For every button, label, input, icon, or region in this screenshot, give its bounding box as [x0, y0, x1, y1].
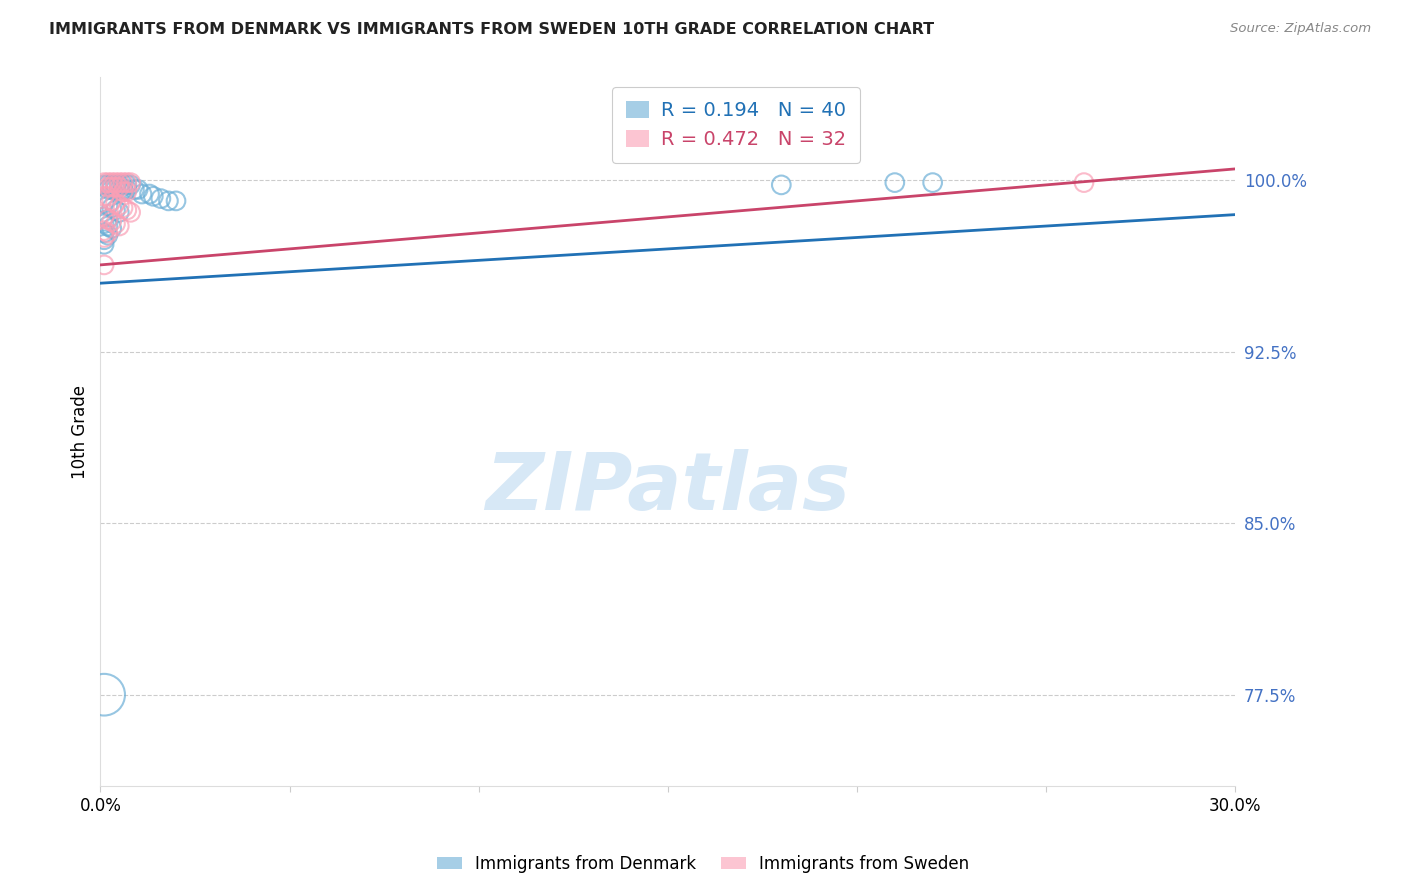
Point	[93, 210, 115, 224]
Y-axis label: 10th Grade: 10th Grade	[72, 384, 89, 479]
Point	[97, 226, 120, 240]
Point	[97, 180, 120, 194]
Point	[97, 198, 120, 212]
Point	[149, 192, 172, 206]
Point	[112, 178, 135, 192]
Point	[1073, 176, 1095, 190]
Point	[112, 185, 135, 199]
Point	[165, 194, 187, 208]
Point	[93, 217, 115, 231]
Point	[138, 187, 160, 202]
Point	[100, 178, 122, 192]
Point	[104, 178, 127, 192]
Point	[93, 178, 115, 192]
Legend: Immigrants from Denmark, Immigrants from Sweden: Immigrants from Denmark, Immigrants from…	[430, 848, 976, 880]
Point	[108, 219, 131, 233]
Point	[921, 176, 943, 190]
Point	[112, 176, 135, 190]
Point	[127, 182, 149, 196]
Point	[100, 194, 122, 208]
Point	[883, 176, 905, 190]
Point	[100, 214, 122, 228]
Point	[93, 688, 115, 702]
Point	[104, 202, 127, 217]
Point	[93, 196, 115, 211]
Point	[157, 194, 180, 208]
Point	[115, 185, 138, 199]
Point	[770, 178, 793, 192]
Text: Source: ZipAtlas.com: Source: ZipAtlas.com	[1230, 22, 1371, 36]
Point	[93, 230, 115, 244]
Point	[93, 258, 115, 272]
Point	[104, 196, 127, 211]
Point	[120, 178, 142, 192]
Point	[115, 176, 138, 190]
Point	[120, 176, 142, 190]
Point	[100, 180, 122, 194]
Point	[93, 176, 115, 190]
Point	[112, 201, 135, 215]
Point	[108, 198, 131, 212]
Point	[100, 201, 122, 215]
Point	[97, 178, 120, 192]
Point	[108, 180, 131, 194]
Point	[100, 176, 122, 190]
Point	[93, 210, 115, 224]
Point	[115, 182, 138, 196]
Legend: R = 0.194   N = 40, R = 0.472   N = 32: R = 0.194 N = 40, R = 0.472 N = 32	[612, 87, 859, 163]
Point	[115, 178, 138, 192]
Point	[93, 224, 115, 238]
Point	[142, 189, 165, 203]
Point	[97, 212, 120, 227]
Text: ZIPatlas: ZIPatlas	[485, 450, 851, 527]
Point	[104, 176, 127, 190]
Point	[100, 182, 122, 196]
Point	[108, 176, 131, 190]
Point	[104, 217, 127, 231]
Point	[131, 187, 153, 202]
Point	[97, 228, 120, 243]
Point	[97, 219, 120, 233]
Point	[97, 189, 120, 203]
Point	[112, 182, 135, 196]
Point	[97, 176, 120, 190]
Point	[108, 178, 131, 192]
Point	[97, 212, 120, 227]
Point	[93, 233, 115, 247]
Point	[124, 182, 146, 196]
Point	[108, 205, 131, 219]
Point	[108, 182, 131, 196]
Point	[120, 205, 142, 219]
Point	[93, 226, 115, 240]
Point	[104, 180, 127, 194]
Text: IMMIGRANTS FROM DENMARK VS IMMIGRANTS FROM SWEDEN 10TH GRADE CORRELATION CHART: IMMIGRANTS FROM DENMARK VS IMMIGRANTS FR…	[49, 22, 935, 37]
Point	[100, 221, 122, 235]
Point	[93, 237, 115, 252]
Point	[115, 202, 138, 217]
Point	[97, 182, 120, 196]
Point	[104, 182, 127, 196]
Point	[93, 189, 115, 203]
